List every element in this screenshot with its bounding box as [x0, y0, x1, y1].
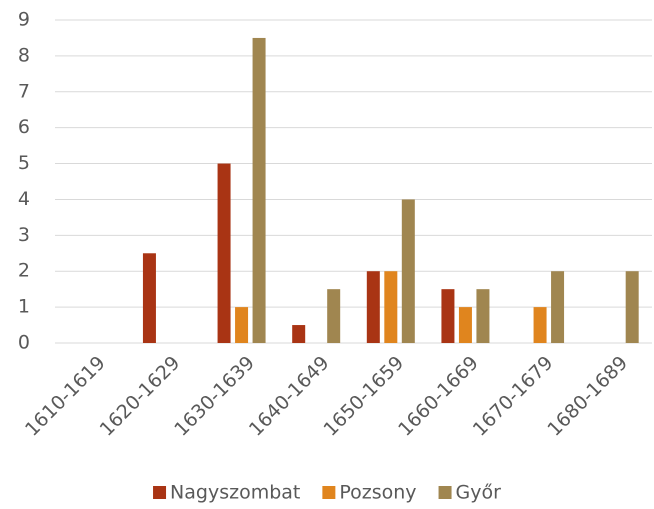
- bar: [235, 307, 249, 343]
- bar: [252, 37, 266, 343]
- bar: [458, 307, 472, 343]
- bar: [384, 271, 398, 343]
- y-tick-label: 8: [18, 44, 30, 66]
- y-tick-label: 9: [18, 9, 30, 31]
- bar: [441, 289, 455, 343]
- legend-swatch: [322, 486, 336, 499]
- legend-label: Pozsony: [339, 482, 416, 504]
- bar: [292, 325, 306, 343]
- legend-label: Nagyszombat: [170, 482, 300, 504]
- legend-label: Győr: [456, 482, 502, 504]
- bar: [401, 199, 415, 343]
- bar: [533, 307, 547, 343]
- y-tick-label: 5: [18, 152, 30, 174]
- y-tick-label: 2: [18, 260, 30, 282]
- legend-swatch: [438, 486, 452, 499]
- bar: [366, 271, 380, 343]
- y-tick-label: 6: [18, 116, 30, 138]
- y-tick-label: 7: [18, 80, 30, 102]
- bar: [551, 271, 565, 343]
- bar: [327, 289, 341, 343]
- y-tick-label: 0: [18, 332, 30, 354]
- x-tick-label: 1680-1689: [543, 352, 632, 441]
- bar: [217, 163, 231, 343]
- bar: [625, 271, 639, 343]
- bar: [476, 289, 490, 343]
- y-tick-label: 3: [18, 224, 30, 246]
- y-tick-label: 4: [18, 188, 30, 210]
- bar: [142, 253, 156, 343]
- legend-swatch: [153, 486, 167, 499]
- y-tick-label: 1: [18, 296, 30, 318]
